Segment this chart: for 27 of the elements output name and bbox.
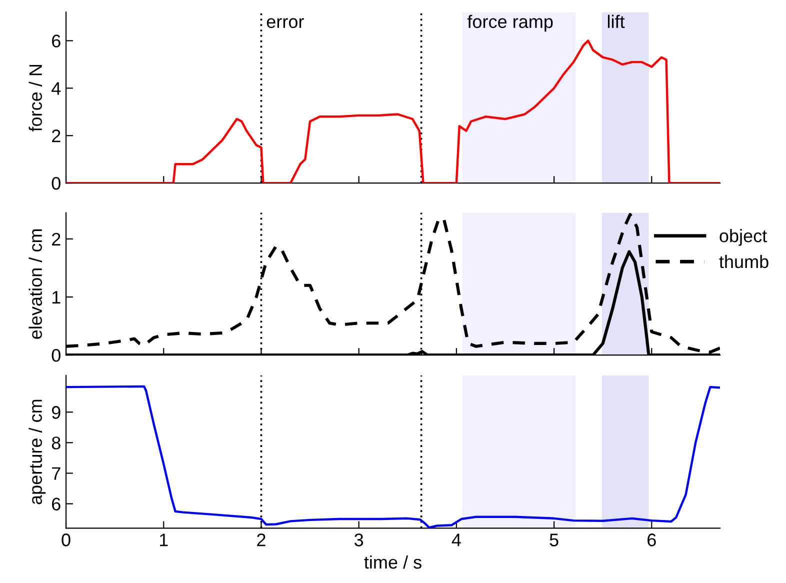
y-tick-label: 2 [52,130,60,142]
y-tick-label: 4 [52,82,61,95]
x-tick-label: 4 [452,534,461,546]
y-tick-label: 0 [52,348,60,362]
band-label: lift [608,14,625,28]
y-axis-title: elevation / cm [28,229,42,339]
y-tick-label: 8 [52,436,60,450]
y-tick-label: 7 [52,467,60,480]
x-axis-title: time / s [364,555,422,569]
y-tick-label: 9 [52,406,60,419]
x-tick-label: 3 [354,534,364,546]
legend-label: thumb [719,254,768,268]
x-tick-label: 0 [62,534,70,546]
y-tick-label: 6 [52,34,60,48]
y-tick-label: 6 [52,498,60,510]
ref-line-label: error [266,18,304,28]
y-tick-label: 1 [52,291,60,304]
y-axis-title: aperture / cm [28,400,46,504]
x-tick-label: 2 [257,534,266,546]
y-tick-label: 2 [52,232,60,246]
y-tick-label: 0 [52,176,60,190]
x-tick-label: 1 [160,534,168,546]
y-axis-title: force / N [28,65,42,132]
band-label: force ramp [467,14,553,32]
x-tick-label: 5 [550,534,558,546]
x-tick-label: 6 [648,534,656,546]
legend-label: object [720,229,767,246]
